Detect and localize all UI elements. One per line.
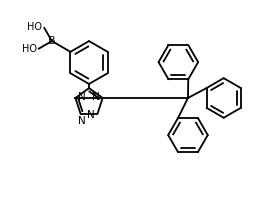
Text: B: B xyxy=(48,36,56,46)
Text: HO: HO xyxy=(27,22,42,33)
Text: N: N xyxy=(78,92,85,102)
Text: N: N xyxy=(92,92,100,102)
Text: N: N xyxy=(78,116,86,126)
Text: N: N xyxy=(88,110,95,120)
Text: HO: HO xyxy=(22,44,37,54)
